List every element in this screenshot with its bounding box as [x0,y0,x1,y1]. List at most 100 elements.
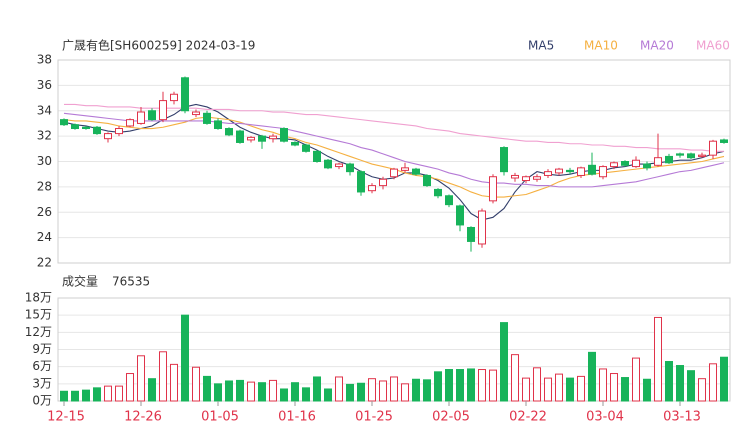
y-tick-label: 26 [37,205,52,219]
volume-bar [412,378,420,402]
ma-line [64,103,724,152]
volume-bar [544,377,552,402]
volume-bar [357,382,365,402]
volume-bar [203,375,211,402]
volume-bar [687,370,695,402]
candle-body [709,140,717,156]
legend-label: MA5 [528,39,554,53]
volume-bar [247,381,255,402]
volume-bar [720,356,728,402]
volume-bar [291,382,299,402]
y-tick-label: 38 [37,53,52,67]
y-tick-label: 24 [37,230,52,244]
candle-body [401,167,409,171]
y-tick-label: 34 [37,103,52,117]
volume-bar [82,389,90,402]
candle-body [115,128,123,135]
volume-bar [225,380,233,402]
candle-body [555,168,563,174]
volume-bar [599,368,607,402]
candle-body [192,111,200,116]
volume-bar [71,390,79,402]
volume-title: 成交量 [62,274,98,289]
candle-body [445,195,453,206]
candle-body [467,226,475,242]
volume-bar [258,382,266,402]
volume-bar [610,373,618,402]
candle-body [621,161,629,166]
candle-body [170,93,178,102]
volume-bar [302,387,310,402]
volume-bar [643,378,651,402]
candle-body [291,141,299,146]
candle-body [544,171,552,176]
legend-label: MA60 [696,39,730,53]
candle-body [148,110,156,121]
volume-bar [632,357,640,402]
volume-bar [104,385,112,402]
candle-body [577,167,585,176]
volume-bar [555,373,563,402]
volume-bar [159,351,167,402]
candle-body [368,185,376,192]
candle-body [456,205,464,226]
volume-bar [368,378,376,402]
candle-body [632,159,640,168]
x-tick-label: 02-22 [509,410,547,425]
candle-body [522,176,530,182]
candle-body [434,188,442,197]
volume-bar [434,371,442,402]
candle-body [126,119,134,127]
y-tick-label: 22 [37,256,52,270]
volume-bar [60,390,68,402]
candle-body [137,111,145,124]
candle-body [500,147,508,173]
y-tick-label: 12万 [25,325,52,339]
volume-bar [665,361,673,402]
volume-bar [170,363,178,402]
candle-body [533,176,541,180]
volume-bar [577,375,585,402]
chart-title: 广晟有色[SH600259] 2024-03-19 [62,39,255,53]
candle-body [390,168,398,178]
y-tick-label: 28 [37,179,52,193]
candle-body [269,135,277,140]
volume-bar [456,369,464,402]
y-tick-label: 15万 [25,308,52,322]
candle-body [346,163,354,173]
candle-body [280,128,288,142]
volume-bar [533,367,541,402]
x-tick-label: 03-13 [663,410,701,425]
volume-bar [214,383,222,402]
x-tick-label: 01-16 [278,410,316,425]
y-tick-label: 30 [37,154,52,168]
x-tick-label: 02-05 [432,410,470,425]
candle-body [665,155,673,164]
candle-body [698,154,706,157]
plot-frame [57,59,731,264]
candle-body [511,174,519,179]
candle-body [214,120,222,130]
x-tick-label: 01-25 [355,410,393,425]
volume-bar [478,369,486,402]
volume-bar [324,388,332,402]
candle-body [82,126,90,130]
candle-body [676,153,684,156]
y-tick-label: 6万 [32,359,52,373]
candle-body [423,174,431,187]
candle-body [258,135,266,142]
volume-bar [621,377,629,402]
candle-body [159,100,167,121]
volume-bar [137,355,145,402]
volume-bar [379,380,387,402]
volume-bar [511,354,519,402]
candle-body [478,210,486,245]
ma-line [63,112,725,188]
y-tick-label: 9万 [32,342,52,356]
volume-bar [181,314,189,402]
volume-bar [566,377,574,402]
candle-body [610,162,618,168]
volume-bar [390,376,398,402]
ma-line [63,116,725,198]
